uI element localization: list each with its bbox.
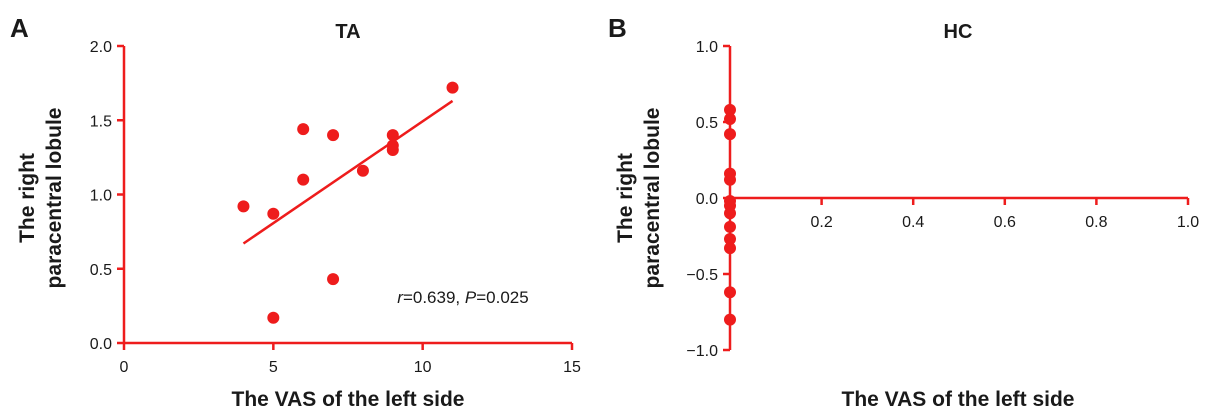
panel-b-data-point <box>724 220 736 233</box>
panel-a-data-point <box>297 123 310 136</box>
panel-a-regression-line <box>242 99 454 245</box>
panel-a-x-tick-label: 10 <box>414 359 432 376</box>
panel-a-data-point <box>237 200 250 213</box>
panel-b-y-axis-label-line2: paracentral lobule <box>641 108 664 289</box>
panel-a-letter: A <box>10 13 29 43</box>
panel-a-data-point <box>297 173 310 186</box>
panel-a-y-tick-label: 1.0 <box>90 188 112 205</box>
panel-b-data-point <box>724 199 736 212</box>
panel-b-y-tick-label: 1.0 <box>696 39 718 56</box>
panel-b-title: HC <box>944 21 973 43</box>
panel-b-data-point <box>724 128 736 141</box>
panel-b-y-tick-label: −0.5 <box>686 267 718 284</box>
panel-a-p-symbol: P <box>465 288 477 307</box>
panel-a-y-tick-label: 0.5 <box>90 262 112 279</box>
panel-b-y-axis-label-line1: The right <box>614 153 637 243</box>
panel-b-data-point <box>724 112 736 125</box>
panel-a-data-point <box>356 164 369 177</box>
panel-a-y-tick-label: 0.0 <box>90 336 112 353</box>
panel-a-data-point <box>386 129 399 142</box>
panel-b-y-tick-label: 0.5 <box>696 115 718 132</box>
panel-a-p-value: =0.025 <box>476 288 528 307</box>
panel-a-r-value: =0.639, <box>403 288 465 307</box>
panel-b-y-tick-label: 0.0 <box>696 191 718 208</box>
panel-b-x-tick-label: 0.2 <box>810 214 832 231</box>
panel-a-y-tick-label: 1.5 <box>90 113 112 130</box>
panel-a-data-point <box>267 207 280 220</box>
panel-a-stats-annotation: r=0.639, P=0.025 <box>397 288 528 307</box>
panel-b-x-tick-label: 0.4 <box>902 214 924 231</box>
panel-b-data-point <box>724 103 736 116</box>
panel-a-data-point <box>267 311 280 324</box>
panel-a-x-tick-label: 15 <box>563 359 581 376</box>
panel-b-data-point <box>724 313 736 326</box>
panel-a-data-point <box>327 129 340 142</box>
panel-b-x-tick-label: 1.0 <box>1177 214 1199 231</box>
panel-a-data-point <box>327 273 340 286</box>
panel-b-y-axis-label: The right paracentral lobule <box>614 108 664 289</box>
panel-a-x-tick-label: 5 <box>269 359 278 376</box>
panel-a-r-symbol: r <box>397 288 404 307</box>
panel-a-data-point <box>386 143 399 156</box>
panel-b-x-axis-label: The VAS of the left side <box>842 388 1075 411</box>
panel-a-x-axis-label: The VAS of the left side <box>232 388 465 411</box>
panel-b-data-point <box>724 242 736 255</box>
panel-b-y-tick-label: −1.0 <box>686 343 718 360</box>
panel-a-y-axis-label: The right paracentral lobule <box>16 108 66 289</box>
panel-b-data-point <box>724 286 736 299</box>
panel-a-y-tick-label: 2.0 <box>90 39 112 56</box>
panel-b-x-tick-label: 0.6 <box>994 214 1016 231</box>
panel-b-letter: B <box>608 13 627 43</box>
panel-b-x-tick-label: 0.8 <box>1085 214 1107 231</box>
panel-a-y-axis-label-line1: The right <box>16 153 39 243</box>
panel-a-data-point <box>446 81 459 94</box>
panel-a: A TA The right paracentral lobule The VA… <box>10 13 581 411</box>
panel-a-x-tick-label: 0 <box>120 359 129 376</box>
panel-b-data-point <box>724 233 736 246</box>
panel-a-y-axis-label-line2: paracentral lobule <box>43 108 66 289</box>
panel-b-data-point <box>724 173 736 186</box>
panel-b: B HC The right paracentral lobule The VA… <box>608 13 1199 411</box>
panel-a-title: TA <box>335 21 360 43</box>
